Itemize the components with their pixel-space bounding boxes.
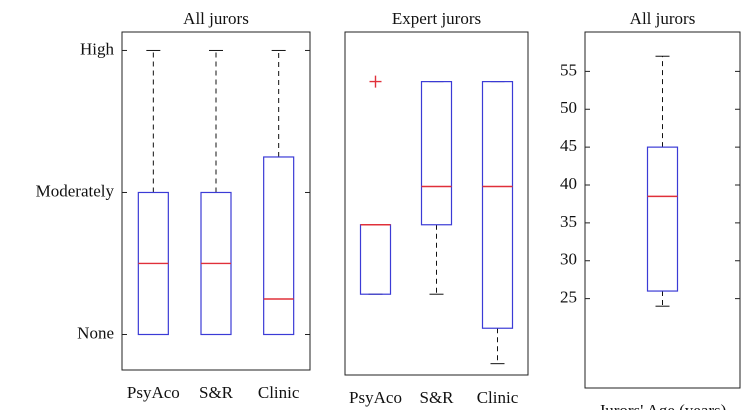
y-tick-label: High — [80, 39, 115, 58]
y-tick-label: 30 — [560, 250, 577, 269]
panel-frame — [584, 31, 741, 389]
box — [263, 156, 295, 336]
panel-frame — [344, 31, 529, 376]
box — [646, 146, 679, 292]
x-tick-label: PsyAco — [349, 388, 402, 407]
x-tick-label: S&R — [419, 388, 454, 407]
y-tick-label: 35 — [560, 212, 577, 231]
box — [481, 81, 514, 329]
panel-frame — [121, 31, 311, 371]
x-tick-label: Clinic — [477, 388, 519, 407]
y-tick-label: 45 — [560, 136, 577, 155]
x-tick-label: PsyAco — [127, 383, 180, 402]
y-tick-label: 40 — [560, 174, 577, 193]
y-tick-label: 55 — [560, 60, 577, 79]
x-tick-label: S&R — [199, 383, 234, 402]
panel-title: All jurors — [630, 9, 696, 28]
y-tick-label: Moderately — [36, 181, 115, 200]
y-tick-label: 25 — [560, 288, 577, 307]
box — [420, 81, 453, 226]
x-tick-label: Clinic — [258, 383, 300, 402]
y-tick-label: 50 — [560, 98, 577, 117]
y-tick-label: None — [77, 323, 114, 342]
panel-title: All jurors — [183, 9, 249, 28]
x-tick-label: Jurors' Age (years) — [599, 401, 727, 410]
outlier — [369, 75, 382, 88]
box — [359, 224, 392, 295]
panel-title: Expert jurors — [392, 9, 481, 28]
